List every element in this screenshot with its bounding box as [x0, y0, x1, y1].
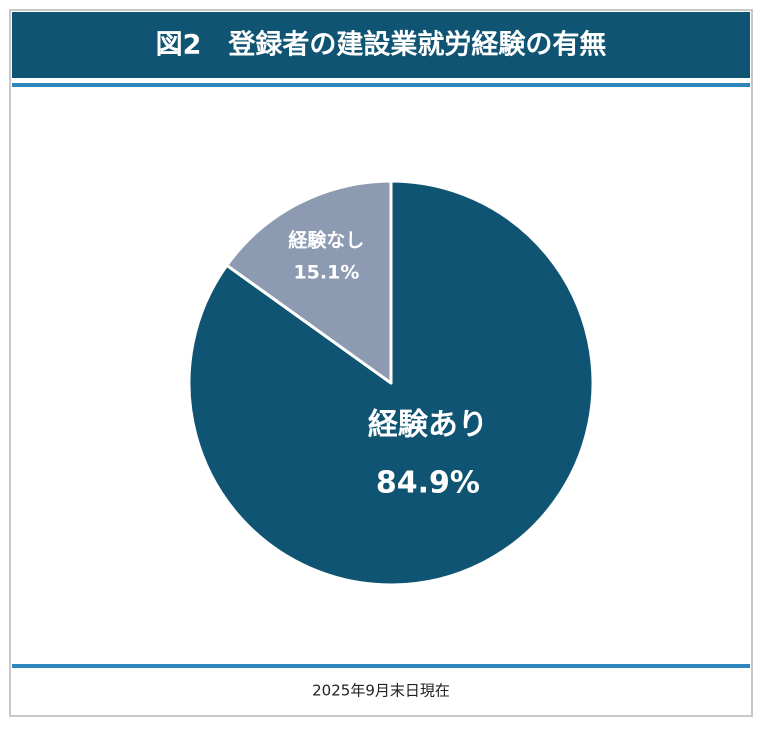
- value-label: 15.1%: [293, 262, 359, 284]
- footnote: 2025年9月末日現在: [312, 682, 450, 700]
- slice-label: 経験なし: [288, 229, 364, 252]
- slice-label: 経験あり: [368, 407, 488, 442]
- chart-title: 図2 登録者の建設業就労経験の有無: [156, 29, 607, 61]
- rule: [12, 664, 750, 668]
- value-label: 84.9%: [376, 465, 480, 500]
- title-bar: [12, 12, 750, 78]
- rule: [12, 83, 750, 87]
- pie-slice: [225, 179, 393, 385]
